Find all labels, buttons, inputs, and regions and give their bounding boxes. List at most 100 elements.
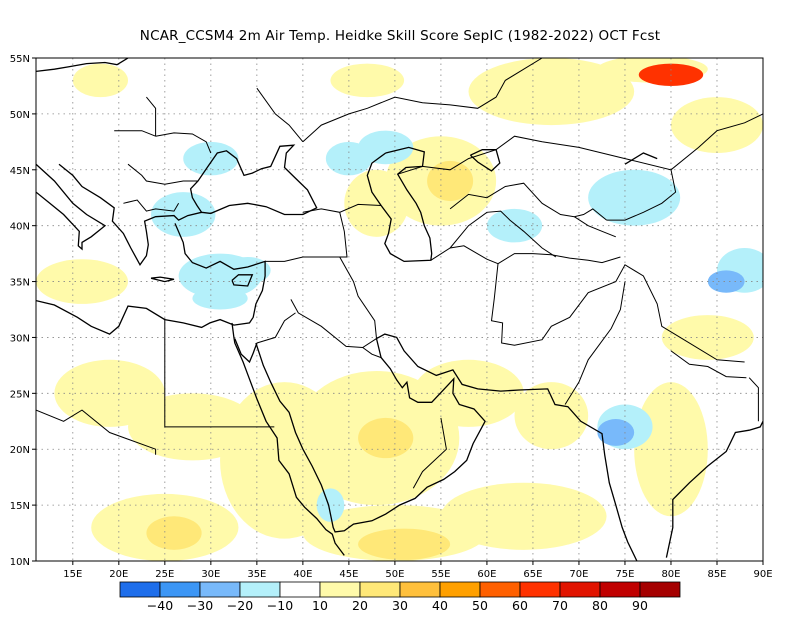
coastline-12 [231,274,254,287]
coastline-11 [150,276,175,283]
border-line-0 [164,318,275,428]
colorbar-label: 70 [552,598,568,613]
y-tick-label: 45N [10,166,30,177]
skill-region-2 [468,58,635,126]
x-tick-label: 40E [293,569,312,580]
border-line-3 [290,299,377,349]
colorbar-label: 90 [632,598,648,613]
colorbar-swatch-9 [479,581,521,598]
coastline-9 [36,58,129,73]
x-tick-label: 50E [385,569,404,580]
x-tick-label: 15E [63,569,82,580]
skill-region-30 [192,287,248,310]
border-line-4 [256,312,296,344]
x-tick-label: 55E [431,569,450,580]
skill-region-18 [358,528,451,560]
coastline-7 [366,146,433,263]
border-line-14 [302,58,543,143]
skill-region-24 [183,141,239,176]
colorbar-swatch-13 [639,581,681,598]
colorbar-label: −10 [267,598,293,613]
coastline-4 [234,338,258,364]
colorbar-swatch-12 [599,581,641,598]
border-line-22 [670,350,747,379]
border-line-20 [123,199,180,212]
y-tick-label: 55N [10,54,30,65]
border-line-11 [449,210,557,258]
border-line-9 [430,245,745,363]
x-tick-label: 75E [615,569,634,580]
border-line-10 [497,253,621,265]
border-line-17 [146,96,157,137]
coastline-6 [665,421,763,558]
border-line-6 [339,256,377,339]
y-tick-label: 40N [10,222,30,233]
border-line-24 [606,169,677,221]
border-line-8 [412,417,447,489]
coastline-0 [36,163,107,251]
border-line-25 [574,216,616,238]
skill-region-1 [330,63,405,98]
x-tick-label: 90E [753,569,772,580]
coastline-1 [58,144,318,267]
colorbar-label: −20 [227,598,253,613]
coastlines-and-borders [36,58,763,561]
border-line-19 [127,163,198,185]
y-tick-label: 35N [10,278,30,289]
y-tick-label: 20N [10,445,30,456]
colorbar-label: 50 [472,598,488,613]
coastline-2 [36,223,266,335]
x-tick-label: 65E [523,569,542,580]
plot-frame [35,57,764,562]
colorbar-label: 40 [432,598,448,613]
skill-region-13 [146,516,202,550]
border-line-7 [362,347,382,359]
colorbar-label: 30 [392,598,408,613]
coastline-8 [469,149,501,172]
colorbar-swatch-11 [559,581,601,598]
border-line-21 [564,281,626,405]
x-tick-label: 60E [477,569,496,580]
skill-region-21 [440,482,607,550]
y-tick-label: 25N [10,389,30,400]
colorbar-swatch-10 [519,581,561,598]
colorbar-swatch-0 [119,581,161,598]
skill-region-33 [707,270,745,293]
colorbar-swatch-8 [439,581,481,598]
colorbar-swatch-4 [279,581,321,598]
x-tick-label: 70E [569,569,588,580]
colorbar-label: −40 [147,598,173,613]
colorbar-label: −30 [187,598,213,613]
chart-title: NCAR_CCSM4 2m Air Temp. Heidke Skill Sco… [139,28,661,44]
border-line-1 [36,409,157,455]
border-line-5 [302,203,382,213]
x-tick-label: 85E [707,569,726,580]
colorbar-label: 60 [512,598,528,613]
colorbar-swatch-3 [239,581,281,598]
coastline-3 [231,322,345,556]
coastline-5 [255,333,638,561]
colorbar-label: 20 [352,598,368,613]
skill-region-26 [358,130,414,165]
x-tick-label: 20E [109,569,128,580]
colorbar-label: 80 [592,598,608,613]
x-axis-ticks: 15E 20E 25E 30E 35E 40E 45E 50E 55E 60E 65E 70E 75E 8… [63,561,773,580]
skill-region-9 [36,259,129,304]
x-tick-label: 35E [247,569,266,580]
border-line-2 [265,212,348,262]
skill-region-7 [427,160,474,202]
skill-regions [36,58,763,561]
y-axis-ticks: 10N 15N 20N 25N 30N 35N 40N 45N 50N 55N [10,54,36,568]
y-tick-label: 10N [10,557,30,568]
lat-lon-grid [36,58,763,561]
colorbar-swatch-7 [399,581,441,598]
y-tick-label: 30N [10,333,30,344]
x-tick-label: 25E [155,569,174,580]
skill-region-37 [316,488,345,522]
x-tick-label: 80E [661,569,680,580]
border-line-16 [155,132,212,154]
skill-region-16 [358,417,414,459]
border-line-23 [748,377,759,422]
x-tick-label: 30E [201,569,220,580]
